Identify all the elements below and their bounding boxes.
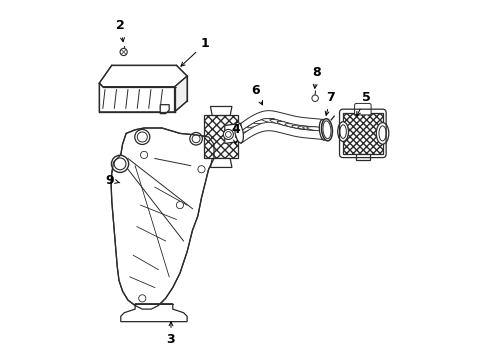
Polygon shape [99,65,187,87]
Bar [343,113,382,154]
Ellipse shape [192,135,200,143]
Ellipse shape [137,132,147,142]
Circle shape [223,130,233,139]
Ellipse shape [114,158,126,170]
Text: 3: 3 [166,322,175,346]
Circle shape [139,295,145,302]
Ellipse shape [376,123,388,144]
Circle shape [140,151,147,158]
Ellipse shape [319,120,327,140]
Polygon shape [99,83,174,112]
Circle shape [176,202,183,209]
Ellipse shape [378,126,386,141]
Text: 7: 7 [325,91,334,115]
Ellipse shape [135,130,149,144]
Ellipse shape [235,125,252,138]
Polygon shape [160,105,169,114]
Polygon shape [224,123,241,143]
Text: 2: 2 [116,19,125,42]
Ellipse shape [339,125,346,138]
Circle shape [198,166,204,173]
Circle shape [120,48,127,55]
Polygon shape [210,158,231,167]
Ellipse shape [337,122,348,141]
Text: 6: 6 [250,84,262,105]
Ellipse shape [111,155,128,172]
Ellipse shape [291,125,312,130]
Polygon shape [355,154,369,161]
Polygon shape [210,107,231,116]
Ellipse shape [306,127,327,131]
Ellipse shape [285,123,305,129]
Polygon shape [111,128,214,309]
Ellipse shape [322,121,330,139]
Ellipse shape [269,120,290,126]
Ellipse shape [234,122,243,143]
Polygon shape [174,76,187,112]
Ellipse shape [241,121,259,133]
Ellipse shape [321,119,332,141]
Text: 8: 8 [311,66,320,88]
Circle shape [225,132,231,137]
Ellipse shape [262,119,283,123]
Ellipse shape [189,132,202,145]
Bar [203,116,238,158]
Ellipse shape [247,119,266,128]
Text: 4: 4 [231,123,240,144]
Ellipse shape [302,126,323,130]
Polygon shape [121,304,187,321]
Text: 5: 5 [356,91,370,116]
Text: 9: 9 [105,174,120,186]
Ellipse shape [254,118,274,123]
FancyBboxPatch shape [354,103,370,115]
Circle shape [311,95,318,102]
Text: 1: 1 [181,37,209,66]
Ellipse shape [277,121,297,128]
Ellipse shape [297,126,318,130]
